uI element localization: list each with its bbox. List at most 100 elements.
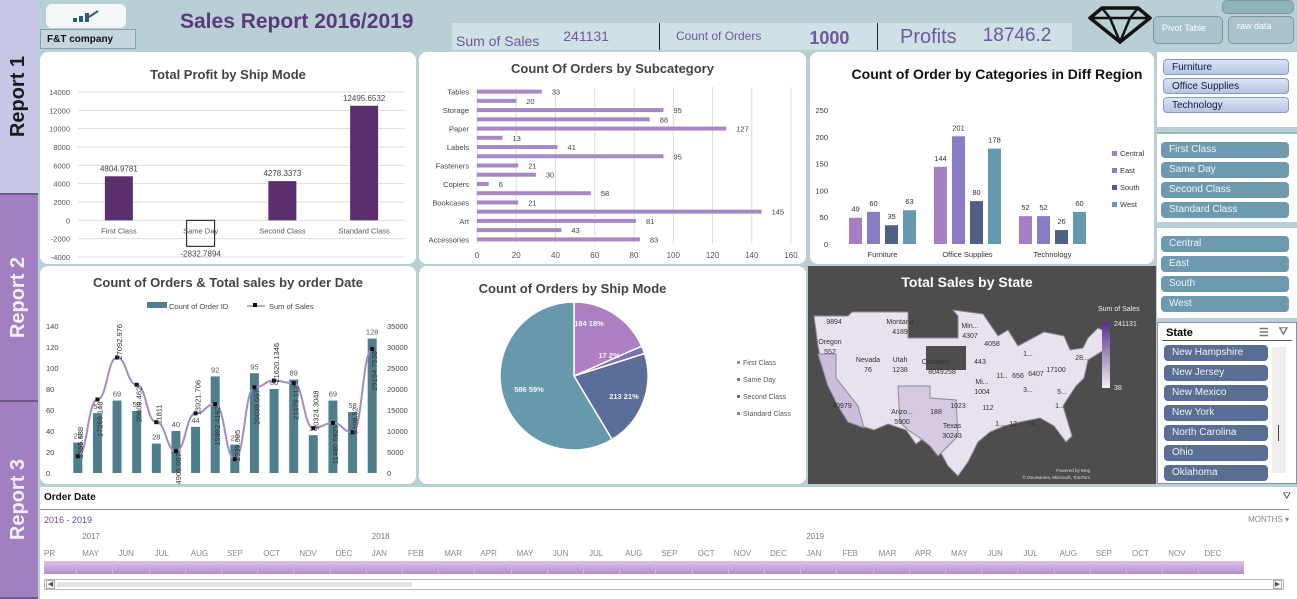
legend-title: Sum of Sales (1098, 306, 1140, 313)
profit-chart-svg: -4000 -2000 0 2000 4000 6000 8000 10000 12000 140… (49, 88, 405, 262)
bar (132, 411, 142, 473)
data-label: 20 (526, 97, 534, 106)
timeline-month-label: AUG (190, 549, 209, 558)
scroll-thumb[interactable] (1278, 425, 1279, 441)
slicer-item-technology[interactable]: Technology (1163, 97, 1289, 113)
us-map-svg: 9894 Montana 4189 Oregon 552 Nevada 76 Utah 1238… (813, 306, 1140, 480)
page-title: Sales Report 2016/2019 (180, 10, 414, 33)
orders-sales-by-date-chart[interactable]: Count of Orders & Total sales by order D… (40, 266, 416, 484)
orders-by-category-region-chart[interactable]: Count of Order by Categories in Diff Reg… (810, 52, 1154, 264)
sales-by-state-map[interactable]: Total Sales by State 9894 Montana 4189 Oreg… (808, 266, 1156, 484)
kpi-sum-of-sales-value: 241131 (563, 28, 609, 44)
kpi-sum-of-sales: Sum of Sales 241131 (452, 23, 660, 50)
y-tick-label: 2000 (53, 198, 70, 207)
tab-report-3[interactable]: Report 3 (0, 402, 38, 599)
tab-report-2[interactable]: Report 2 (0, 195, 38, 402)
slicer-item-west[interactable]: West (1161, 296, 1289, 312)
bar (477, 172, 536, 177)
timeline-month-divider (619, 561, 621, 574)
timeline-month-divider (221, 561, 222, 574)
slicer-item-standard-class[interactable]: Standard Class (1161, 202, 1289, 218)
blank-button[interactable] (1222, 0, 1294, 14)
state-value-label: 6407 (1028, 371, 1044, 378)
state-item-ohio[interactable]: Ohio (1164, 445, 1268, 461)
bar-growth-logo-icon (73, 10, 99, 22)
slicer-item-central[interactable]: Central (1161, 236, 1289, 252)
legend-min: 38 (1114, 385, 1122, 392)
timeline-year-label: 2017 (82, 532, 100, 541)
state-name-label: Montana (886, 319, 913, 326)
y-tick-label: 100 (815, 186, 828, 195)
timeline-month-label: JAN (371, 549, 387, 558)
kpi-strip: Sum of Sales 241131 Count of Orders 1000… (452, 23, 1072, 50)
line-marker (134, 382, 139, 387)
bar (477, 108, 664, 113)
line-data-label: 29194.7538 (370, 351, 379, 391)
data-label: 144 (934, 154, 947, 163)
timeline-month-label: AUG (625, 549, 643, 558)
scroll-left-arrow[interactable]: ◀ (46, 580, 55, 589)
timeline-month-divider (1126, 561, 1127, 574)
data-label: 60 (1075, 199, 1083, 208)
y-tick-label: 8000 (53, 143, 70, 152)
multi-select-icon[interactable]: ☰ (1258, 327, 1269, 339)
state-name-label: Mi... (975, 379, 988, 386)
orders-by-subcategory-chart[interactable]: Count Of Orders by Subcategory 0 20 40 60 80… (419, 52, 806, 264)
bar-data-label: 92 (211, 365, 219, 374)
slicer-item-south[interactable]: South (1161, 276, 1289, 292)
x-tick-label: 40 (551, 251, 560, 260)
slicer-item-office-supplies[interactable]: Office Supplies (1163, 78, 1289, 94)
slicer-item-same-day[interactable]: Same Day (1161, 162, 1289, 178)
timeline-month-label: MAY (951, 549, 968, 558)
timeline-bar[interactable] (44, 561, 1244, 574)
state-value-label: 656 (1012, 373, 1024, 380)
line-data-label: 9406.52 (351, 407, 360, 434)
slicer-item-first-class[interactable]: First Class (1161, 142, 1289, 158)
state-value-label: 258 (944, 369, 956, 376)
period-selector[interactable]: MONTHS ▾ (1248, 515, 1289, 524)
timeline-month-label: DEC (1204, 549, 1222, 558)
state-name-label: Min... (961, 323, 978, 330)
state-item-new-york[interactable]: New York (1164, 405, 1268, 421)
x-tick-label: Office Supplies (942, 250, 993, 259)
orders-by-ship-mode-pie[interactable]: Count of Orders by Ship Mode 184 18% 17 2… (419, 266, 806, 484)
tab-report-1[interactable]: Report 1 (0, 0, 38, 195)
category-slicer: Furniture Office Supplies Technology (1157, 52, 1297, 127)
legend-swatch (737, 378, 740, 381)
state-item-new-hampshire[interactable]: New Hampshire (1164, 345, 1268, 361)
state-item-new-mexico[interactable]: New Mexico (1164, 385, 1268, 401)
pie-slice (499, 301, 614, 451)
scroll-right-arrow[interactable]: ▶ (1273, 580, 1282, 589)
report-tabs: Report 1 Report 2 Report 3 (0, 0, 38, 599)
raw-data-button[interactable]: raw data (1228, 16, 1294, 44)
timeline-scrollbar[interactable]: ◀ ▶ (44, 579, 1284, 590)
slicer-item-furniture[interactable]: Furniture (1163, 59, 1289, 75)
clear-filter-icon[interactable]: ⛛ (1282, 491, 1291, 502)
state-item-new-jersey[interactable]: New Jersey (1164, 365, 1268, 381)
state-item-oklahoma[interactable]: Oklahoma (1164, 465, 1268, 481)
pie-data-label: 184 18% (574, 319, 604, 328)
timeline-range: 2016 - 2019 (44, 515, 93, 525)
y-tick-label: 0 (66, 216, 70, 225)
timeline-month-divider (908, 561, 910, 574)
y-tick-label: Bookcases (432, 198, 469, 207)
slicer-item-second-class[interactable]: Second Class (1161, 182, 1289, 198)
profit-by-ship-mode-chart[interactable]: Total Profit by Ship Mode -4000 -2000 0 200… (40, 52, 416, 264)
scroll-thumb[interactable] (57, 582, 412, 587)
state-item-north-carolina[interactable]: North Carolina (1164, 425, 1268, 441)
bar (210, 376, 220, 473)
pie-data-label: 213 21% (609, 392, 639, 401)
timeline-year-label: 2019 (806, 532, 824, 541)
state-list-scrollbar[interactable] (1272, 347, 1286, 473)
legend-swatch (1112, 168, 1117, 173)
state-value-label: 5900 (894, 419, 910, 426)
data-label: 12495.6532 (343, 94, 386, 103)
slicer-item-east[interactable]: East (1161, 256, 1289, 272)
data-label: 35 (887, 212, 895, 221)
pivot-table-button[interactable]: Pivot Table (1153, 16, 1223, 44)
data-label: 60 (869, 199, 877, 208)
clear-filter-icon[interactable]: ⛛ (1278, 326, 1288, 338)
state-value-label: 552 (824, 349, 836, 356)
timeline-month-divider (365, 561, 367, 574)
y-left-tick-label: 40 (46, 427, 54, 436)
